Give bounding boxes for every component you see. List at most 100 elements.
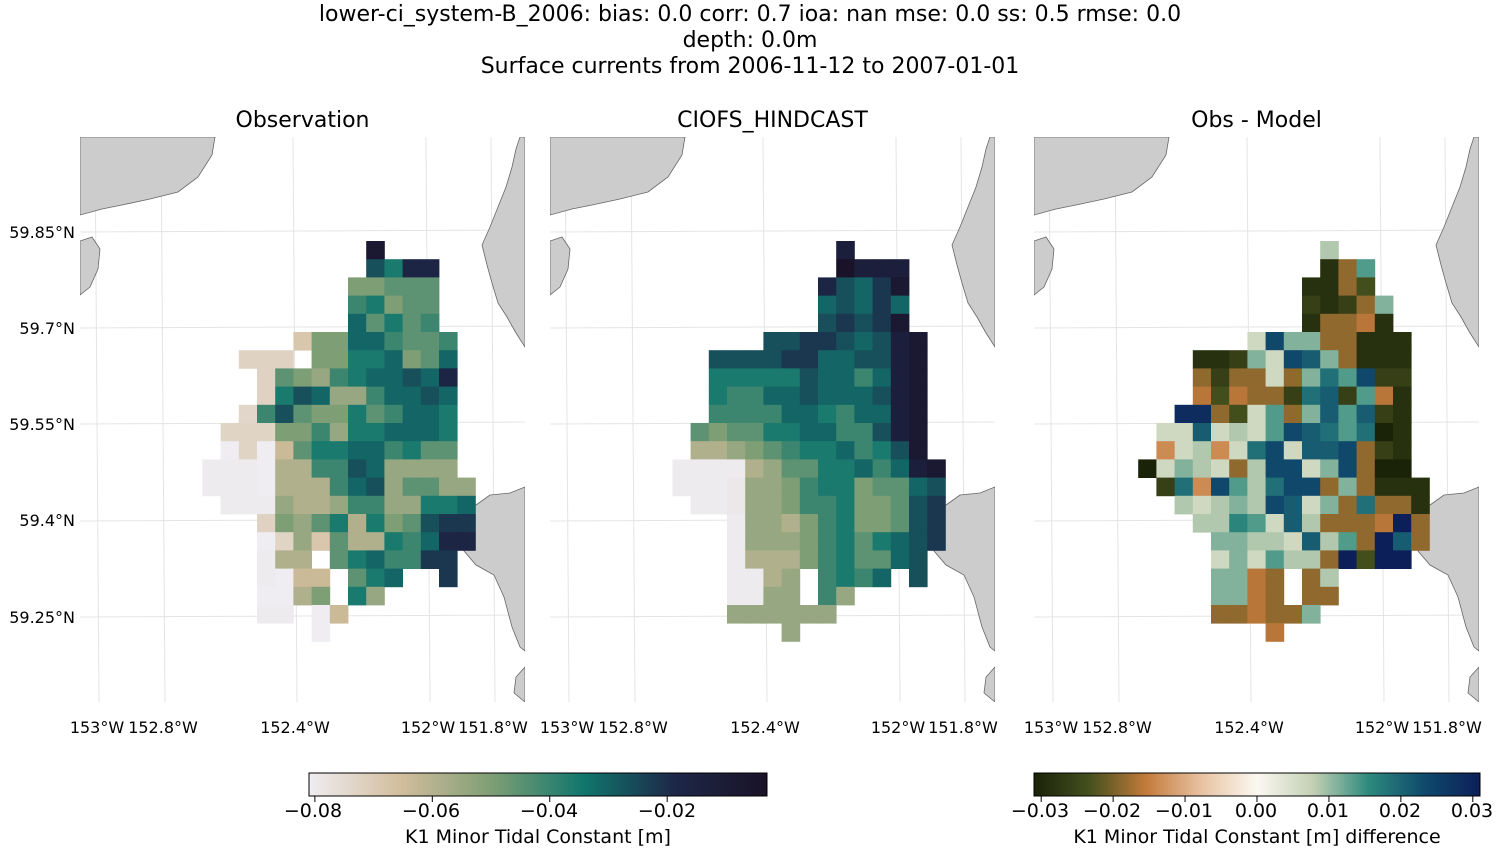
grid-cell (439, 477, 458, 497)
grid-cell (727, 605, 746, 624)
grid-cell (1393, 332, 1412, 351)
grid-cell (1374, 386, 1394, 406)
grid-cell (402, 441, 422, 460)
grid-cell (1302, 350, 1321, 369)
lon-tick-label: 152.8°W (1082, 718, 1152, 737)
grid-cell (1229, 586, 1248, 606)
grid-cell (1265, 623, 1285, 642)
grid-cell (384, 332, 403, 351)
grid-cell (311, 532, 331, 551)
grid-cell (872, 295, 892, 315)
grid-cell (690, 495, 710, 515)
grid-cell (329, 532, 349, 551)
grid-cell (1320, 332, 1339, 351)
grid-cell (257, 514, 276, 533)
grid-cell (854, 477, 873, 497)
grid-cell (890, 532, 910, 551)
grid-cell (727, 550, 746, 569)
grid-cell (763, 404, 782, 424)
grid-cell (329, 477, 349, 497)
lat-tick-label: 59.85°N (9, 223, 75, 242)
grid-cell (872, 568, 892, 588)
grid-cell (1393, 495, 1412, 515)
grid-cell (890, 277, 910, 296)
grid-cell (420, 332, 440, 351)
grid-cell (1174, 477, 1194, 497)
grid-cell (257, 586, 276, 606)
grid-cell (836, 368, 855, 387)
grid-cell (348, 495, 367, 515)
lon-tick-label: 152.4°W (260, 718, 330, 737)
grid-cell (384, 404, 403, 424)
grid-cell (384, 477, 403, 497)
grid-cell (890, 495, 910, 515)
grid-cell (293, 459, 312, 478)
grid-cell (1247, 368, 1266, 387)
colorbar-difference (1033, 772, 1481, 802)
grid-cell (457, 495, 476, 515)
figure-title-line-1: lower-ci_system-B_2006: bias: 0.0 corr: … (318, 2, 1182, 27)
land-west-peninsula (550, 137, 686, 216)
grid-cell (781, 623, 801, 642)
grid-cell (348, 459, 367, 478)
lat-grid-line (80, 229, 525, 233)
grid-cell (1356, 495, 1376, 515)
grid-cell (1229, 568, 1248, 588)
land-southeast-islet (1467, 666, 1479, 702)
grid-cell (329, 386, 349, 406)
grid-cell (1411, 495, 1430, 515)
grid-cell (836, 441, 855, 460)
grid-cell (799, 423, 819, 442)
grid-cell (311, 368, 331, 387)
grid-cell (1338, 550, 1357, 569)
grid-cell (1302, 386, 1321, 406)
grid-cell (202, 477, 221, 497)
grid-cell (1302, 550, 1321, 569)
lon-tick-label: 152.4°W (730, 718, 800, 737)
grid-cell (1374, 495, 1394, 515)
grid-cell (1211, 423, 1230, 442)
grid-cell (402, 259, 422, 278)
grid-cell (1338, 404, 1357, 424)
grid-cell (1320, 550, 1339, 569)
grid-cell (745, 568, 764, 588)
grid-cell (1374, 313, 1394, 333)
grid-cell (1374, 368, 1394, 387)
grid-cell (763, 350, 782, 369)
grid-cell (872, 332, 892, 351)
grid-cell (854, 568, 873, 588)
grid-cell (293, 532, 312, 551)
grid-cell (1302, 605, 1321, 624)
grid-cell (1356, 313, 1376, 333)
grid-cell (836, 586, 855, 606)
grid-cell (1283, 332, 1303, 351)
grid-cell (366, 459, 385, 478)
grid-cell (781, 423, 801, 442)
grid-cell (1374, 404, 1394, 424)
grid-cell (1302, 495, 1321, 515)
grid-cell (854, 368, 873, 387)
grid-cell (420, 404, 440, 424)
grid-cell (402, 277, 422, 296)
grid-cell (890, 332, 910, 351)
grid-cell (1356, 259, 1376, 278)
grid-cell (872, 350, 892, 369)
grid-cell (1320, 495, 1339, 515)
grid-cell (348, 350, 367, 369)
grid-cell (1211, 459, 1230, 478)
grid-cell (818, 313, 837, 333)
grid-cell (1356, 550, 1376, 569)
grid-cell (238, 423, 258, 442)
grid-cell (384, 259, 403, 278)
grid-cell (854, 332, 873, 351)
grid-cell (329, 441, 349, 460)
grid-cell (745, 477, 764, 497)
grid-cell (1374, 550, 1394, 569)
lon-tick-label: 153°W (69, 718, 125, 737)
grid-cell (727, 514, 746, 533)
grid-cell (1229, 423, 1248, 442)
lat-tick-label: 59.4°N (19, 511, 75, 530)
grid-cell (872, 277, 892, 296)
grid-cell (909, 459, 928, 478)
grid-cell (384, 386, 403, 406)
